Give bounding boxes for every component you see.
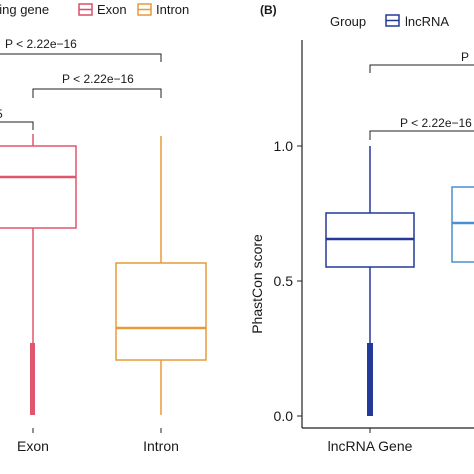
sig-bracket-a-low (0, 121, 34, 130)
pvalue-label-a-top: P < 2.22e−16 (5, 37, 77, 51)
y-tick-label-0-0: 0.0 (274, 408, 294, 424)
sig-bracket-a-top (0, 53, 162, 62)
y-tick-label-1-0: 1.0 (274, 138, 294, 154)
sig-bracket-a-mid (32, 88, 162, 98)
legend-label-intron: Intron (156, 2, 189, 17)
panel-a: ding gene Exon Intron P < 2.22e−16 P < 2… (0, 2, 207, 454)
pvalue-label-b-mid: P < 2.22e−16 (400, 116, 472, 130)
panel-b: (B) Group lncRNA PhastCon score 1.0 0.5 … (249, 3, 474, 454)
outliers-exon (30, 343, 35, 415)
outliers-lncrna-gene (367, 343, 373, 416)
pvalue-label-a-low: 5 (0, 107, 3, 121)
box-lncrna-gene (325, 146, 415, 416)
legend-key-lncrna (385, 14, 400, 27)
panel-label-b: (B) (260, 3, 277, 17)
sig-bracket-b-mid (369, 130, 474, 140)
x-label-intron: Intron (143, 438, 179, 454)
sig-bracket-b-top (369, 64, 474, 73)
y-tick-label-0-5: 0.5 (274, 273, 294, 289)
box-intron (115, 136, 207, 415)
legend-key-intron (137, 3, 152, 16)
box-exon (0, 134, 77, 415)
legend-title-group: Group (330, 14, 366, 29)
x-label-exon: Exon (17, 438, 49, 454)
legend-key-exon (78, 3, 93, 16)
y-axis-label: PhastCon score (249, 234, 265, 334)
legend-label-lncrna: lncRNA (405, 14, 449, 29)
pvalue-label-a-mid: P < 2.22e−16 (62, 72, 134, 86)
legend-label-exon: Exon (97, 2, 127, 17)
legend-label-coding-gene: ding gene (0, 2, 49, 17)
box-second-group (451, 186, 474, 263)
x-label-lncrna-gene: lncRNA Gene (328, 438, 413, 454)
pvalue-label-b-top: P (461, 50, 469, 64)
